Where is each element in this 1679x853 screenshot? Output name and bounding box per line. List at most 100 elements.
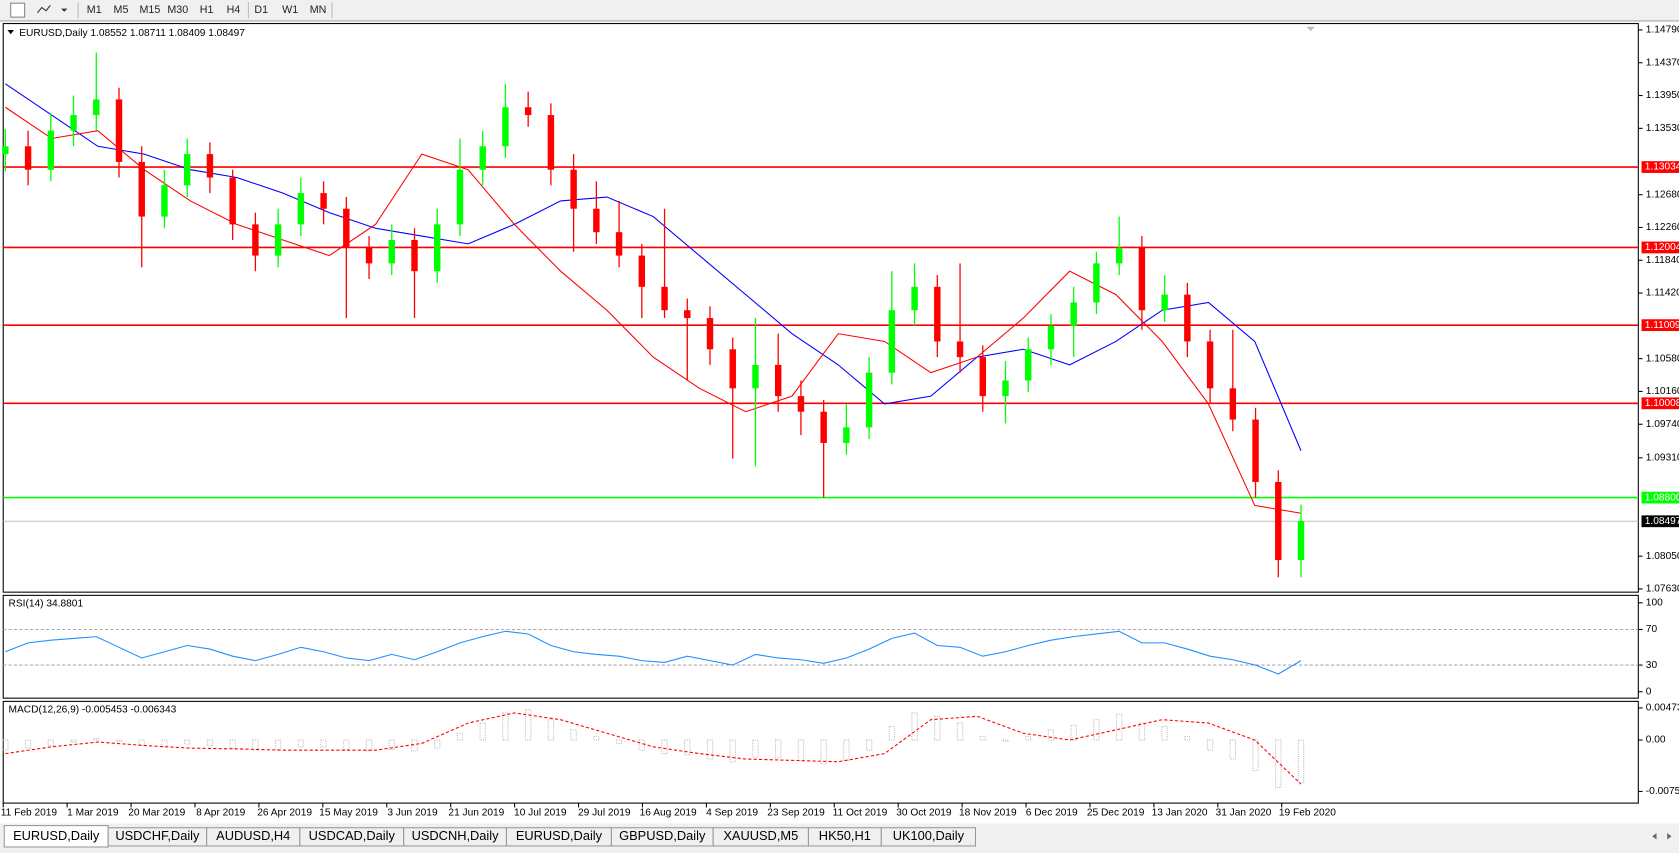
candle-body <box>1161 294 1168 311</box>
candle-body <box>1252 419 1259 482</box>
y-tick-label: 1.09740 <box>1646 419 1679 430</box>
candle-body <box>547 115 555 170</box>
tool-icon[interactable] <box>10 2 26 18</box>
chart-tab-label[interactable]: USDCAD,Daily <box>309 828 396 843</box>
chart-tab-label[interactable]: EURUSD,Daily <box>516 828 603 843</box>
y-tick-label: 1.13530 <box>1646 123 1679 134</box>
level-price-tag <box>1641 491 1679 504</box>
candle-body <box>615 232 623 256</box>
candle-body <box>297 193 305 225</box>
macd-bar <box>706 739 714 760</box>
candle-body <box>1297 521 1305 561</box>
chart-tab-label[interactable]: EURUSD,Daily <box>13 828 100 843</box>
timeframe-button[interactable]: M15 <box>140 4 161 16</box>
timeframe-button[interactable]: H1 <box>200 4 214 16</box>
chart-tab-label[interactable]: HK50,H1 <box>819 828 871 843</box>
y-tick-label: 1.10160 <box>1646 386 1679 397</box>
candle-body <box>593 208 600 233</box>
shift-marker <box>1306 26 1315 32</box>
level-price-label: 1.12004 <box>1645 242 1679 253</box>
candle-body <box>1047 325 1055 350</box>
macd-bar <box>411 739 418 752</box>
timeframe-button[interactable]: M30 <box>167 4 188 16</box>
macd-bar <box>684 739 691 756</box>
macd-bar <box>1252 739 1259 772</box>
x-tick-label: 8 Apr 2019 <box>196 807 245 818</box>
tab-scroll-right[interactable] <box>1667 833 1672 840</box>
chart-title: EURUSD,Daily 1.08552 1.08711 1.08409 1.0… <box>19 28 245 39</box>
macd-bar <box>774 739 782 759</box>
candle-body <box>1093 263 1100 303</box>
chart-tab[interactable] <box>880 827 977 847</box>
moving-average <box>5 83 1302 451</box>
symbol-arrow <box>7 29 14 35</box>
macd-bar <box>2 739 9 751</box>
candle-body <box>661 286 668 311</box>
chart-tab-label[interactable]: UK100,Daily <box>893 828 965 843</box>
macd-bar <box>524 708 532 741</box>
macd-bar <box>47 739 55 746</box>
macd-bar <box>820 739 827 765</box>
tool-icon[interactable] <box>37 5 51 14</box>
timeframe-button[interactable]: H4 <box>227 4 241 16</box>
level-price-tag <box>1641 241 1679 254</box>
timeframe-button[interactable]: W1 <box>282 4 298 16</box>
x-tick-label: 1 Mar 2019 <box>67 807 119 818</box>
macd-bar <box>479 722 486 741</box>
chart-tab-label[interactable]: XAUUSD,M5 <box>723 828 798 843</box>
chart-tab-label[interactable]: USDCHF,Daily <box>115 828 200 843</box>
macd-bar <box>547 719 555 741</box>
tab-scroll-left[interactable] <box>1652 833 1657 840</box>
candle-body <box>388 239 395 264</box>
x-tick-label: 19 Feb 2020 <box>1279 807 1336 818</box>
timeframe-button[interactable]: M5 <box>114 4 129 16</box>
timeframe-button[interactable]: D1 <box>254 4 268 16</box>
candle-body <box>206 154 214 178</box>
chart-tab-label[interactable]: AUDUSD,H4 <box>216 828 290 843</box>
candle-body <box>1025 349 1032 381</box>
candle-body <box>524 107 532 116</box>
timeframe-button[interactable]: M1 <box>87 4 102 16</box>
macd-bar <box>797 739 805 761</box>
candle-body <box>274 224 282 256</box>
indicator-title: RSI(14) 34.8801 <box>9 599 84 610</box>
candle-body <box>820 411 827 443</box>
macd-bar <box>1184 736 1191 741</box>
macd-bar <box>456 732 464 741</box>
level-price-label: 1.11009 <box>1645 320 1679 331</box>
macd-bar <box>1093 719 1100 741</box>
y-tick-label: 1.14790 <box>1646 25 1679 36</box>
chart-tab-label[interactable]: GBPUSD,Daily <box>619 828 706 843</box>
macd-bar <box>1138 722 1146 741</box>
macd-bar <box>1297 739 1305 784</box>
y-tick-label: 1.08050 <box>1646 551 1679 562</box>
y-tick-label: 1.11420 <box>1646 288 1679 299</box>
x-tick-label: 20 Mar 2019 <box>128 807 185 818</box>
candle-body <box>1229 388 1237 420</box>
y-tick-label: 0.00 <box>1646 735 1666 746</box>
macd-bar <box>638 739 646 751</box>
chart-tab-label[interactable]: USDCNH,Daily <box>412 828 500 843</box>
main-plot-frame <box>2 23 1639 593</box>
macd-bar <box>615 739 623 744</box>
macd-bar <box>183 739 191 745</box>
x-tick-label: 11 Feb 2019 <box>1 807 58 818</box>
macd-bar <box>138 739 145 746</box>
y-tick-label: 100 <box>1646 598 1663 609</box>
x-tick-label: 4 Sep 2019 <box>706 807 758 818</box>
dropdown-arrow[interactable] <box>61 8 68 12</box>
macd-bar <box>1161 725 1168 741</box>
level-price-label: 1.08497 <box>1645 516 1679 527</box>
y-tick-label: 1.10580 <box>1646 353 1679 364</box>
x-tick-label: 23 Sep 2019 <box>767 807 825 818</box>
timeframe-button[interactable]: MN <box>310 4 327 16</box>
level-price-tag <box>1641 515 1679 528</box>
macd-bar <box>1002 739 1009 742</box>
y-tick-label: 1.11840 <box>1646 255 1679 266</box>
candle-body <box>502 107 509 147</box>
toolbar <box>0 0 1679 21</box>
level-price-tag <box>1641 397 1679 410</box>
macd-plot-frame <box>2 700 1639 804</box>
candle-body <box>1002 380 1009 397</box>
